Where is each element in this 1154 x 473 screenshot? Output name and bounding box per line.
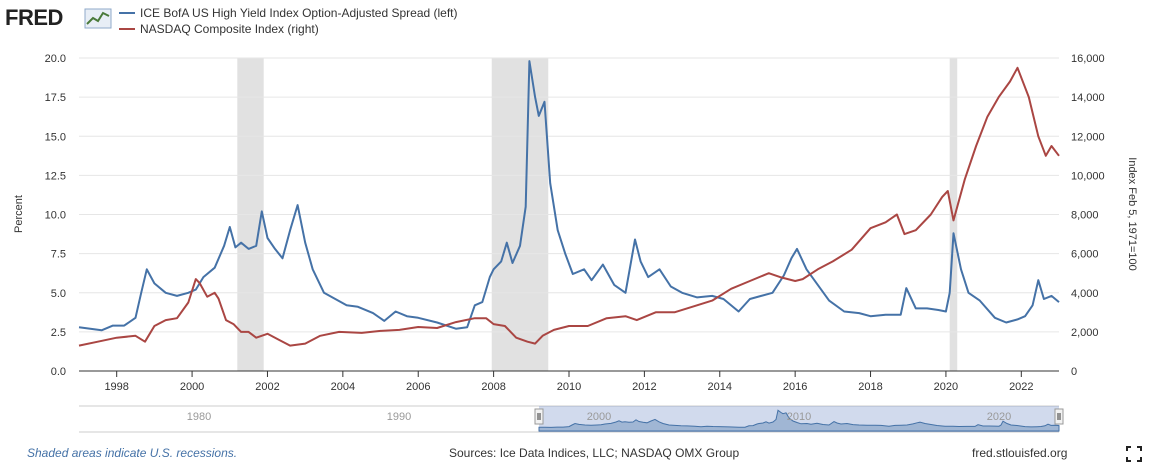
navigator-year-label: 2010 xyxy=(787,411,811,423)
fred-logo-text: FRED xyxy=(5,5,63,30)
y-tick-label-left: 10.0 xyxy=(45,210,66,222)
y-tick-label-right: 16,000 xyxy=(1071,53,1105,65)
x-tick-label: 2000 xyxy=(180,381,204,393)
navigator-selected-range[interactable] xyxy=(539,406,1059,432)
y-tick-label-left: 7.5 xyxy=(51,249,66,261)
legend-item-label[interactable]: ICE BofA US High Yield Index Option-Adju… xyxy=(140,6,458,20)
x-tick-label: 2016 xyxy=(783,381,807,393)
fred-logo: FRED xyxy=(5,5,112,30)
navigator-year-label: 1990 xyxy=(387,411,411,423)
axes: 0.0 0 2.5 2,000 5.0 4,000 7.5 6,000 10.0 8,000 12.… xyxy=(45,53,1105,393)
navigator-handle-right[interactable] xyxy=(1054,408,1064,425)
x-tick-label: 1998 xyxy=(104,381,128,393)
y-tick-label-right: 4,000 xyxy=(1071,288,1099,300)
fred-url-link[interactable]: fred.stlouisfed.org xyxy=(972,446,1068,460)
y-tick-label-right: 14,000 xyxy=(1071,92,1105,104)
navigator-year-label: 2020 xyxy=(987,411,1011,423)
x-tick-label: 2008 xyxy=(481,381,505,393)
x-tick-label: 2006 xyxy=(406,381,430,393)
fred-logo-chart-icon xyxy=(84,8,112,29)
y-tick-label-right: 12,000 xyxy=(1071,131,1105,143)
navigator-series-area xyxy=(538,409,1060,432)
range-navigator[interactable]: 1980 1990 2000 2010 2020 xyxy=(79,405,1064,433)
chart: 0.0 0 2.5 2,000 5.0 4,000 7.5 6,000 10.0 8,000 12.… xyxy=(13,6,1138,433)
y-tick-label-right: 10,000 xyxy=(1071,170,1105,182)
series-lines xyxy=(78,60,1060,347)
navigator-handle-box[interactable] xyxy=(534,408,544,425)
x-tick-label: 2004 xyxy=(331,381,355,393)
legend-item-label[interactable]: NASDAQ Composite Index (right) xyxy=(140,22,319,36)
navigator-year-label: 2000 xyxy=(587,411,611,423)
y-tick-label-left: 2.5 xyxy=(51,327,66,339)
x-tick-label: 2018 xyxy=(858,381,882,393)
y-tick-label-left: 15.0 xyxy=(45,131,66,143)
y-tick-label-left: 20.0 xyxy=(45,53,66,65)
y-tick-label-left: 12.5 xyxy=(45,170,66,182)
y-tick-label-right: 0 xyxy=(1071,366,1077,378)
legend[interactable]: ICE BofA US High Yield Index Option-Adju… xyxy=(119,6,458,36)
fullscreen-icon[interactable] xyxy=(1126,446,1142,462)
y-tick-label-right: 2,000 xyxy=(1071,327,1099,339)
x-tick-label: 2014 xyxy=(708,381,732,393)
y-tick-label-right: 8,000 xyxy=(1071,210,1099,222)
x-tick-label: 2002 xyxy=(255,381,279,393)
navigator-handle-left[interactable] xyxy=(534,408,544,425)
y-tick-label-right: 6,000 xyxy=(1071,249,1099,261)
series-line-high-yield-spread xyxy=(78,60,1060,332)
x-tick-label: 2022 xyxy=(1009,381,1033,393)
navigator-handle-box[interactable] xyxy=(1054,408,1064,425)
y-tick-label-left: 17.5 xyxy=(45,92,66,104)
y-tick-label-left: 5.0 xyxy=(51,288,66,300)
x-tick-label: 2010 xyxy=(557,381,581,393)
x-tick-label: 2020 xyxy=(934,381,958,393)
navigator-year-label: 1980 xyxy=(187,411,211,423)
recession-note: Shaded areas indicate U.S. recessions. xyxy=(27,446,238,460)
y-tick-label-left: 0.0 xyxy=(51,366,66,378)
gridlines xyxy=(79,57,1059,372)
series-line-nasdaq xyxy=(78,66,1060,347)
x-tick-label: 2012 xyxy=(632,381,656,393)
sources-text: Sources: Ice Data Indices, LLC; NASDAQ O… xyxy=(449,446,740,460)
y-axis-label-right: Index Feb 5, 1971=100 xyxy=(1126,157,1138,270)
y-axis-label-left: Percent xyxy=(13,195,25,233)
